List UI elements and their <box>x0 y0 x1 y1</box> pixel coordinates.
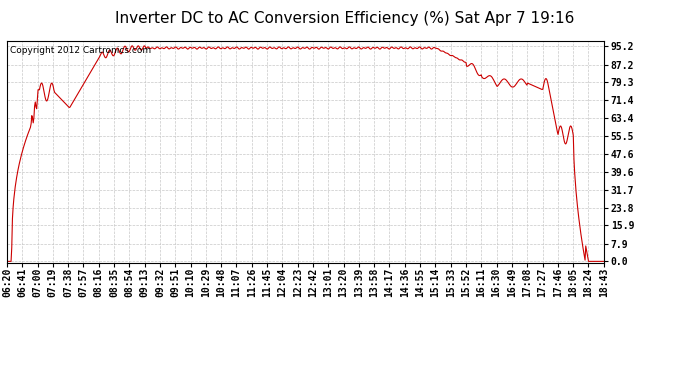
Text: Copyright 2012 Cartronics.com: Copyright 2012 Cartronics.com <box>10 46 151 55</box>
Text: Inverter DC to AC Conversion Efficiency (%) Sat Apr 7 19:16: Inverter DC to AC Conversion Efficiency … <box>115 11 575 26</box>
